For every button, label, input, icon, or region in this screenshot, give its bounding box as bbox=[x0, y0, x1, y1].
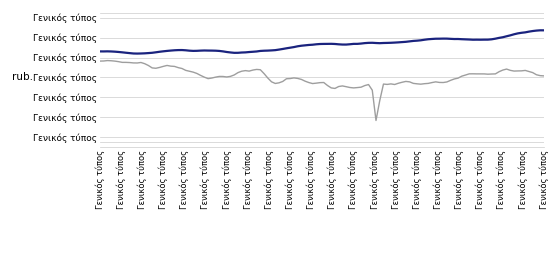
Last price bbox=[220, 75, 226, 78]
Fundamental estimates bbox=[529, 29, 536, 33]
Fundamental estimates bbox=[220, 50, 226, 53]
Fundamental estimates bbox=[537, 29, 543, 32]
Fundamental estimates bbox=[194, 49, 200, 52]
Fundamental estimates bbox=[346, 43, 353, 46]
Last price bbox=[541, 74, 547, 77]
Fundamental estimates bbox=[97, 50, 103, 53]
Fundamental estimates bbox=[541, 29, 547, 32]
Line: Fundamental estimates: Fundamental estimates bbox=[100, 30, 544, 54]
Line: Last price: Last price bbox=[100, 61, 544, 120]
Fundamental estimates bbox=[451, 38, 458, 41]
Last price bbox=[97, 60, 103, 63]
Last price bbox=[533, 73, 540, 76]
Last price bbox=[104, 59, 110, 62]
Last price bbox=[346, 86, 353, 89]
Last price bbox=[455, 77, 461, 80]
Last price bbox=[410, 82, 417, 85]
Fundamental estimates bbox=[134, 52, 140, 55]
Fundamental estimates bbox=[406, 40, 413, 43]
Last price bbox=[372, 119, 379, 122]
Y-axis label: rub.: rub. bbox=[12, 72, 33, 83]
Last price bbox=[194, 72, 200, 75]
